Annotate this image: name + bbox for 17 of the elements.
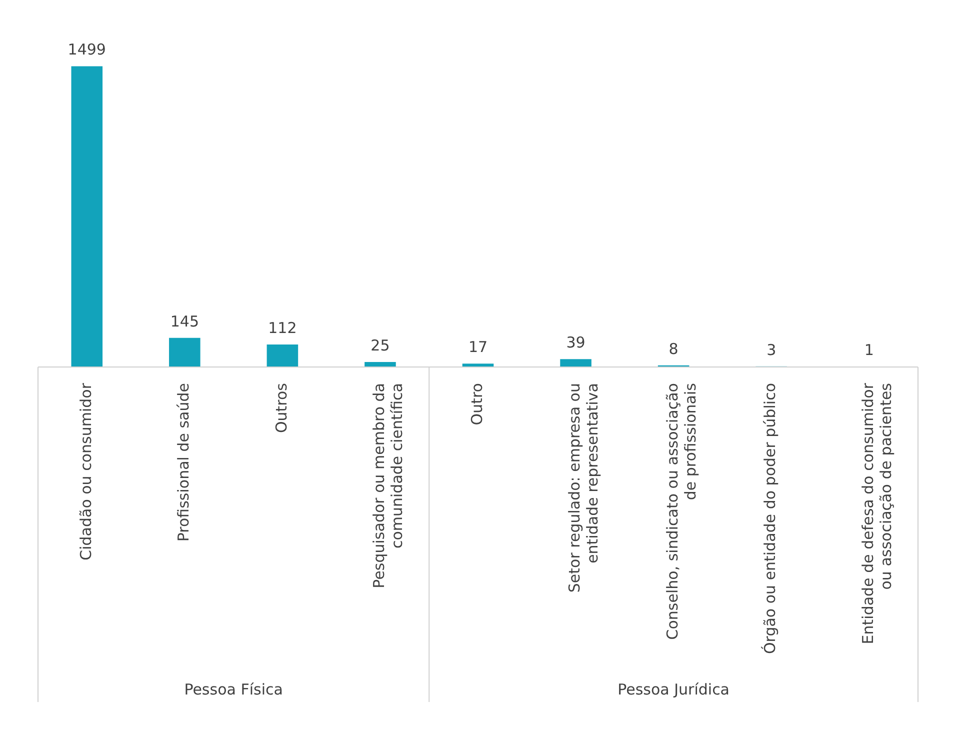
x-tick-label: Cidadão ou consumidor: [76, 382, 95, 560]
data-label: 25: [370, 336, 390, 354]
x-tick-label: Outro: [468, 383, 486, 426]
data-label: 1499: [68, 40, 106, 59]
data-label: 17: [468, 338, 488, 356]
x-tick-label: Órgão ou entidade do poder público: [761, 383, 780, 654]
x-tick-label: Pesquisador ou membro da comunidade científica: [370, 383, 406, 588]
text: Pessoa Jurídica: [618, 680, 730, 698]
x-tick-label: Profissional de saúde: [174, 383, 193, 542]
data-label: 145: [170, 312, 199, 330]
x-tick-label: Outros: [272, 382, 290, 434]
data-label: 1: [864, 341, 874, 360]
data-label: 39: [566, 334, 586, 352]
data-label: 3: [766, 340, 776, 359]
data-label: 112: [268, 318, 297, 337]
data-label: 8: [668, 340, 678, 358]
text: Pessoa Física: [184, 680, 283, 698]
